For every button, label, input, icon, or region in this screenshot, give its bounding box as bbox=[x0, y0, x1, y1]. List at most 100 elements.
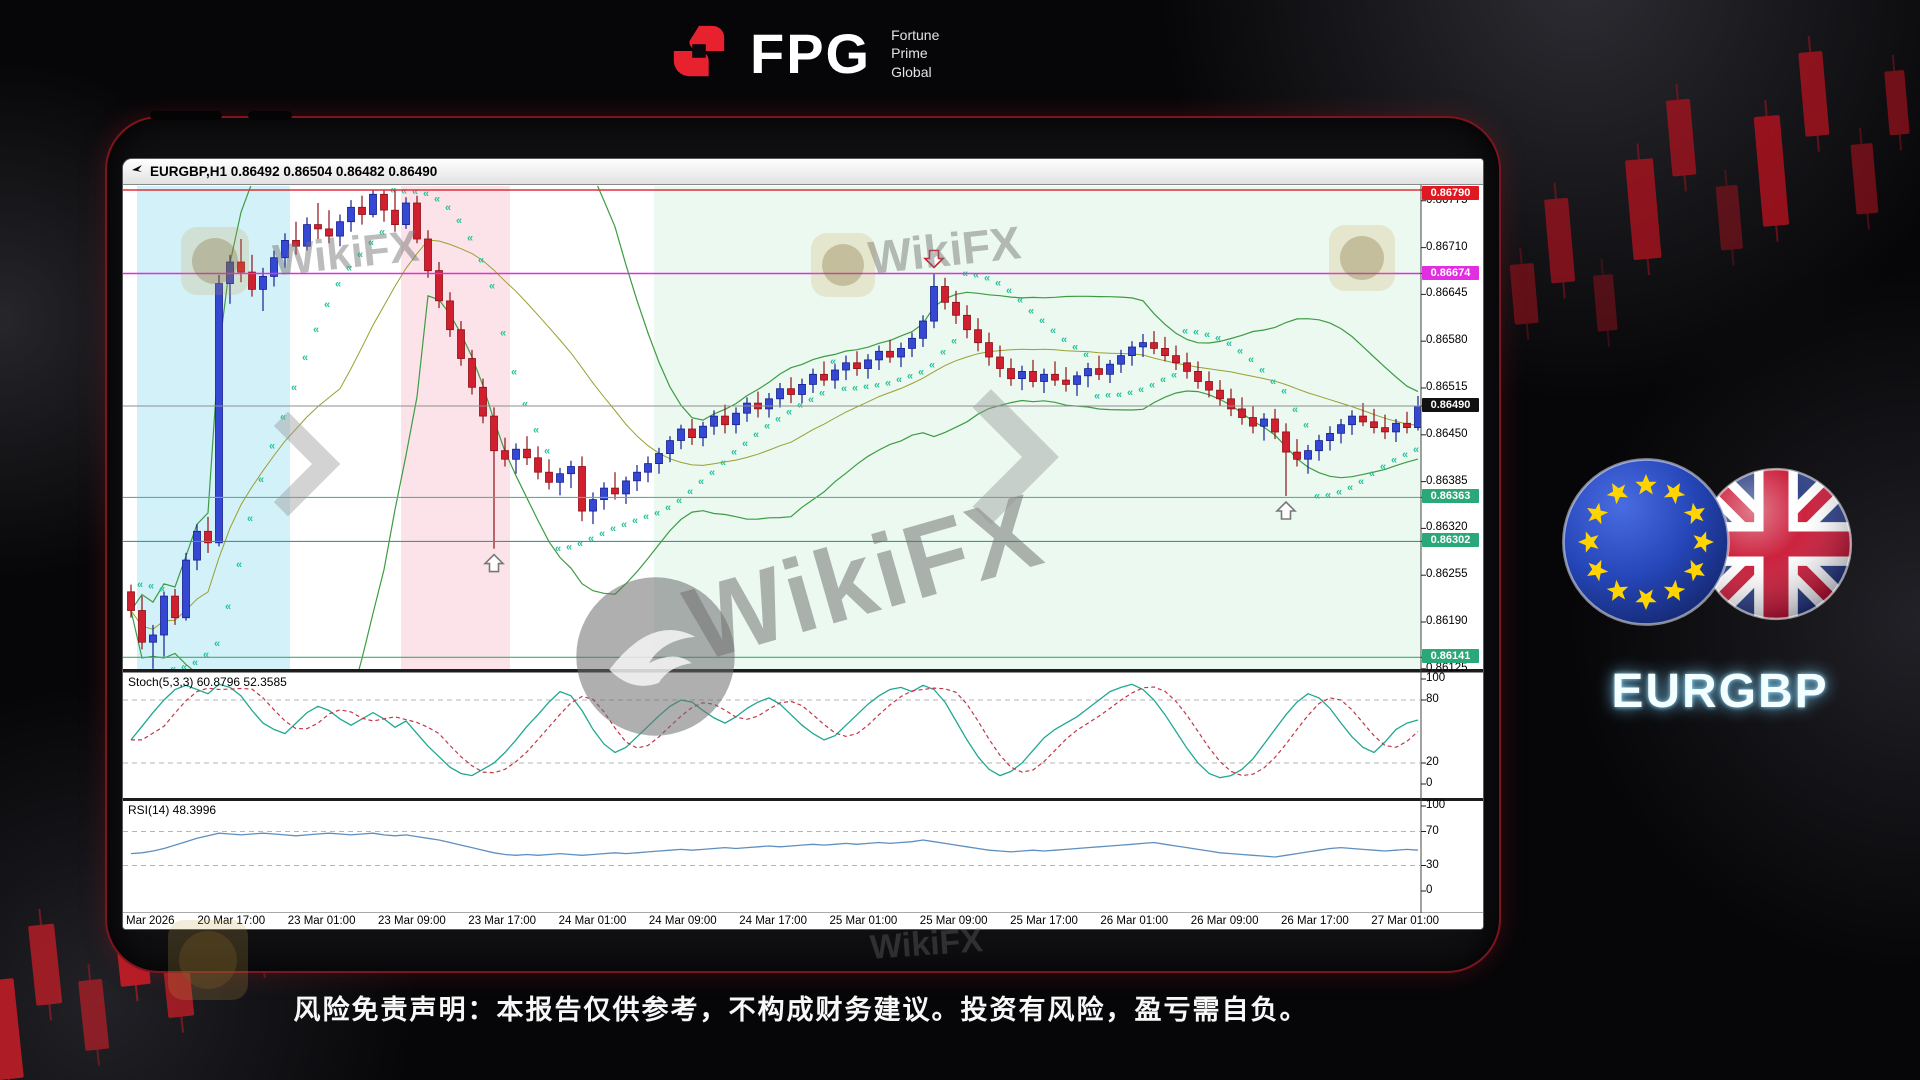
svg-text:«: « bbox=[929, 360, 935, 372]
svg-text:«: « bbox=[1259, 365, 1265, 377]
price-tick-label: 0.86450 bbox=[1426, 427, 1468, 440]
svg-text:«: « bbox=[423, 188, 429, 200]
price-tick-label: 0.86515 bbox=[1426, 381, 1468, 393]
svg-text:«: « bbox=[687, 486, 693, 498]
svg-text:«: « bbox=[544, 446, 550, 458]
stoch-scale-label: 0 bbox=[1426, 777, 1433, 789]
svg-text:«: « bbox=[1248, 354, 1254, 366]
price-tick-label: 0.86255 bbox=[1426, 568, 1468, 581]
svg-text:«: « bbox=[907, 371, 913, 383]
svg-text:«: « bbox=[456, 215, 462, 227]
price-level-badge: 0.86302 bbox=[1422, 533, 1479, 548]
time-tick-label: 26 Mar 17:00 bbox=[1281, 915, 1349, 927]
svg-text:«: « bbox=[1314, 491, 1320, 503]
price-tick-label: 0.86645 bbox=[1426, 287, 1468, 300]
svg-text:«: « bbox=[346, 262, 352, 274]
svg-text:«: « bbox=[940, 347, 946, 359]
time-tick-label: Mar 2026 bbox=[126, 915, 175, 927]
svg-text:«: « bbox=[1116, 389, 1122, 401]
svg-text:«: « bbox=[698, 476, 704, 488]
fpg-logo-icon bbox=[668, 20, 730, 87]
svg-text:«: « bbox=[203, 649, 209, 661]
svg-text:«: « bbox=[313, 324, 319, 336]
svg-text:«: « bbox=[896, 374, 902, 386]
time-tick-label: 26 Mar 01:00 bbox=[1100, 915, 1169, 927]
svg-text:«: « bbox=[1226, 338, 1232, 350]
svg-text:«: « bbox=[148, 580, 154, 592]
svg-text:«: « bbox=[291, 382, 297, 394]
wikifx-eagle-watermark bbox=[181, 227, 249, 295]
svg-text:«: « bbox=[720, 457, 726, 469]
price-level-badge: 0.86674 bbox=[1422, 265, 1479, 280]
price-tick-label: 0.86190 bbox=[1426, 615, 1468, 627]
svg-text:«: « bbox=[401, 185, 407, 197]
stoch-scale-label: 100 bbox=[1426, 672, 1446, 684]
svg-text:«: « bbox=[1171, 369, 1177, 381]
rsi-label: RSI(14) 48.3996 bbox=[128, 803, 217, 817]
rsi-scale-label: 70 bbox=[1426, 824, 1439, 837]
svg-text:«: « bbox=[324, 299, 330, 311]
stoch-scale-label: 20 bbox=[1426, 756, 1439, 768]
wikifx-eagle-watermark bbox=[811, 233, 875, 297]
svg-text:«: « bbox=[951, 336, 957, 348]
svg-text:«: « bbox=[225, 601, 231, 613]
wikifx-eagle-watermark bbox=[573, 574, 738, 744]
svg-text:«: « bbox=[874, 380, 880, 392]
svg-text:«: « bbox=[918, 366, 924, 378]
time-tick-label: 25 Mar 09:00 bbox=[919, 915, 988, 927]
svg-text:«: « bbox=[1204, 329, 1210, 341]
svg-text:«: « bbox=[1380, 461, 1386, 473]
svg-text:«: « bbox=[1391, 455, 1397, 467]
price-tick-label: 0.86580 bbox=[1426, 334, 1468, 347]
svg-text:«: « bbox=[566, 541, 572, 553]
svg-text:«: « bbox=[236, 559, 242, 571]
svg-text:«: « bbox=[1061, 334, 1067, 346]
svg-text:«: « bbox=[1039, 315, 1045, 327]
svg-text:«: « bbox=[852, 383, 858, 395]
time-tick-label: 26 Mar 09:00 bbox=[1190, 915, 1259, 927]
time-axis: Mar 2026 20 Mar 17:00 23 Mar 01:00 23 Mar 0… bbox=[123, 913, 1483, 929]
svg-text:«: « bbox=[786, 406, 792, 418]
svg-text:«: « bbox=[357, 249, 363, 261]
stoch-scale-label: 80 bbox=[1426, 693, 1439, 705]
time-tick-label: 23 Mar 17:00 bbox=[468, 915, 537, 927]
price-tick-label: 0.86710 bbox=[1426, 240, 1468, 253]
tablet-notch bbox=[248, 111, 292, 120]
brand-tagline: Fortune Prime Global bbox=[891, 26, 939, 81]
svg-text:«: « bbox=[1182, 326, 1188, 338]
svg-text:«: « bbox=[1237, 345, 1243, 357]
time-tick-label: 23 Mar 01:00 bbox=[287, 915, 356, 927]
svg-text:«: « bbox=[500, 328, 506, 340]
svg-text:«: « bbox=[599, 528, 605, 540]
svg-text:«: « bbox=[841, 383, 847, 395]
svg-text:«: « bbox=[621, 519, 627, 531]
tagline-line: Fortune bbox=[891, 27, 940, 44]
svg-text:«: « bbox=[1270, 376, 1276, 388]
tagline-line: Global bbox=[891, 63, 932, 80]
time-tick-label: 24 Mar 01:00 bbox=[558, 915, 627, 927]
chart-cursor-icon bbox=[131, 163, 143, 181]
svg-text:«: « bbox=[555, 543, 561, 555]
price-level-badge: 0.86363 bbox=[1422, 489, 1479, 504]
tagline-line: Prime bbox=[891, 45, 928, 62]
svg-text:«: « bbox=[1413, 444, 1419, 456]
svg-text:«: « bbox=[984, 272, 990, 284]
svg-text:«: « bbox=[1336, 487, 1342, 499]
pair-symbol: EURGBP bbox=[1611, 665, 1829, 718]
time-tick-label: 24 Mar 17:00 bbox=[739, 915, 807, 927]
svg-text:«: « bbox=[1149, 380, 1155, 392]
svg-text:«: « bbox=[1083, 349, 1089, 361]
svg-text:«: « bbox=[137, 579, 143, 591]
chart-title: EURGBP,H1 0.86492 0.86504 0.86482 0.8649… bbox=[150, 164, 438, 179]
wikifx-eagle-watermark bbox=[168, 920, 248, 1000]
svg-text:«: « bbox=[1050, 325, 1056, 337]
time-tick-label: 25 Mar 01:00 bbox=[829, 915, 898, 927]
svg-text:«: « bbox=[302, 352, 308, 364]
time-tick-label: 23 Mar 09:00 bbox=[378, 915, 446, 927]
svg-text:«: « bbox=[247, 513, 253, 525]
svg-text:«: « bbox=[885, 377, 891, 389]
price-chart-canvas: « « « « « « « « « « « « « « « « « « « « « « « « « « « « « « « « « « « « « « « «… bbox=[123, 166, 1483, 918]
tablet-notch bbox=[150, 111, 222, 120]
brand-header: FPG Fortune Prime Global bbox=[668, 20, 939, 87]
svg-text:«: « bbox=[995, 278, 1001, 290]
